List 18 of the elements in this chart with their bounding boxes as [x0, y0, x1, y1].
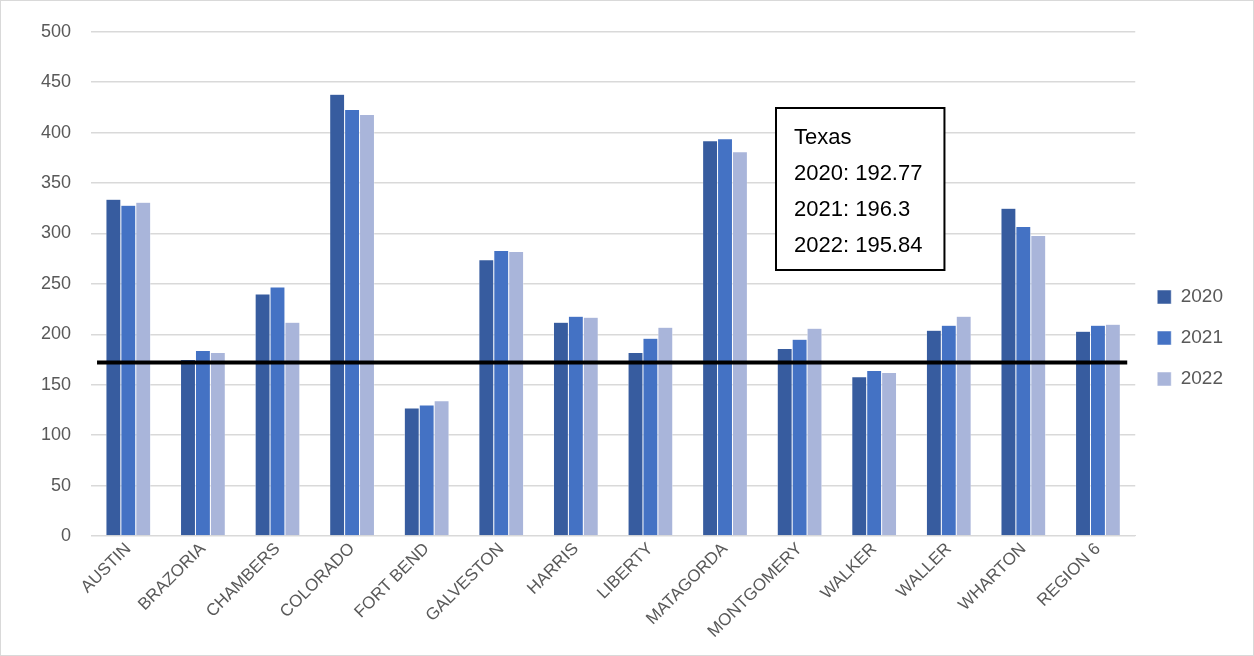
y-tick-label: 300: [40, 222, 72, 243]
y-tick-label: 0: [61, 524, 72, 545]
y-tick-label: 150: [40, 373, 72, 394]
annotation: Texas: [794, 124, 852, 150]
y-tick-label: 350: [40, 172, 72, 193]
y-tick-label: 100: [40, 424, 72, 445]
y-tick-label: 400: [40, 121, 72, 142]
y-tick-label: 50: [51, 474, 72, 495]
legend-label: 2020: [1180, 285, 1224, 307]
y-tick-label: 250: [40, 272, 72, 293]
y-tick-label: 450: [40, 71, 72, 92]
y-tick-label: 500: [40, 20, 72, 41]
legend-label: 2021: [1180, 326, 1224, 348]
annotation: 2022: 195.84: [794, 232, 923, 258]
y-tick-label: 200: [40, 323, 72, 344]
annotation: 2020: 192.77: [794, 160, 923, 186]
legend-label: 2022: [1180, 367, 1224, 389]
annotation: 2021: 196.3: [794, 196, 911, 222]
